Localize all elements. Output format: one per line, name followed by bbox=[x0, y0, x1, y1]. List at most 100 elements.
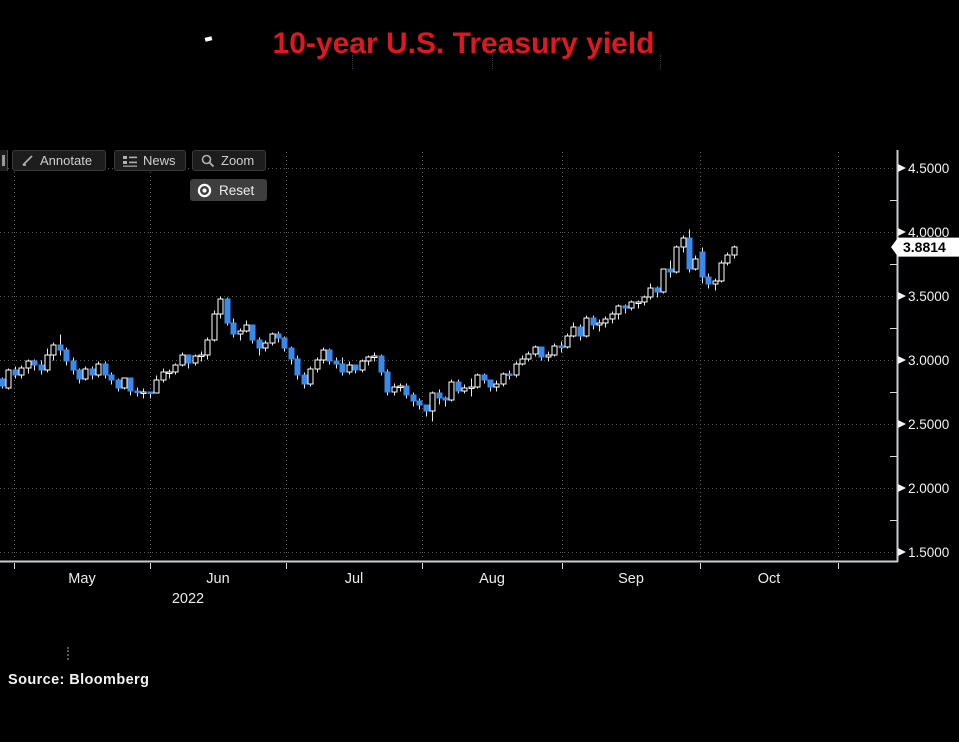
candle-down bbox=[76, 369, 83, 380]
last-price-label: 3.8814 bbox=[903, 239, 946, 255]
candle-down bbox=[326, 349, 333, 362]
candle-down bbox=[654, 287, 661, 293]
year-label: 2022 bbox=[172, 591, 204, 607]
candle-up bbox=[712, 280, 719, 285]
candle-down bbox=[705, 276, 712, 285]
annotate-label: Annotate bbox=[40, 153, 93, 168]
candle-down bbox=[63, 349, 70, 362]
candle-up bbox=[583, 317, 590, 337]
candle-up bbox=[500, 373, 507, 385]
candle-down bbox=[378, 355, 385, 373]
y-tick-arrow bbox=[898, 228, 906, 236]
candle-up bbox=[5, 369, 12, 389]
candle-up bbox=[513, 363, 520, 376]
partial-icon bbox=[2, 155, 5, 166]
candle-up bbox=[468, 386, 475, 389]
source-attribution: Source: Bloomberg bbox=[8, 672, 150, 688]
last-price-badge bbox=[891, 237, 959, 257]
candle-down bbox=[134, 390, 141, 393]
candle-down bbox=[70, 360, 77, 371]
month-label: Sep bbox=[618, 571, 644, 587]
y-axis-label: 2.5000 bbox=[908, 417, 949, 432]
month-label: Oct bbox=[758, 571, 781, 587]
candle-down bbox=[249, 324, 256, 341]
candle-up bbox=[461, 387, 468, 392]
candle-up bbox=[217, 298, 224, 315]
zoom-button[interactable]: Zoom bbox=[192, 150, 266, 171]
candle-up bbox=[391, 386, 398, 393]
candle-down bbox=[487, 379, 494, 388]
page-title: 10-year U.S. Treasury yield bbox=[272, 27, 655, 60]
candle-up bbox=[82, 368, 89, 380]
gridline-fragment bbox=[492, 55, 493, 69]
candle-up bbox=[237, 330, 244, 335]
candle-up bbox=[673, 246, 680, 273]
candle-up bbox=[641, 296, 648, 303]
candle-down bbox=[590, 317, 597, 326]
y-tick-arrow bbox=[898, 292, 906, 300]
candle-down bbox=[294, 358, 301, 376]
candle-up bbox=[204, 339, 211, 356]
annotate-button[interactable]: Annotate bbox=[12, 150, 106, 171]
candle-down bbox=[423, 404, 430, 412]
candle-down bbox=[436, 392, 443, 399]
candle-down bbox=[275, 333, 282, 339]
candle-up bbox=[50, 344, 57, 356]
y-axis-label: 1.5000 bbox=[908, 545, 949, 560]
candle-up bbox=[731, 246, 738, 256]
y-axis-label: 2.0000 bbox=[908, 481, 949, 496]
candle-down bbox=[410, 394, 417, 402]
candle-down bbox=[667, 268, 674, 273]
candle-down bbox=[89, 368, 96, 376]
candle-up bbox=[211, 313, 218, 341]
news-label: News bbox=[143, 153, 176, 168]
candle-up bbox=[307, 368, 314, 385]
candle-up bbox=[493, 383, 500, 388]
candle-up bbox=[243, 324, 250, 332]
candle-down bbox=[352, 364, 359, 371]
candle-up bbox=[429, 392, 436, 412]
month-label: Jul bbox=[345, 571, 364, 587]
candle-up bbox=[314, 359, 321, 370]
magnifier-icon bbox=[201, 154, 215, 167]
candle-down bbox=[0, 378, 6, 387]
gridline-fragment bbox=[660, 55, 661, 69]
candle-up bbox=[18, 367, 25, 376]
reset-button[interactable]: Reset bbox=[190, 179, 267, 201]
y-axis-label: 3.0000 bbox=[908, 353, 949, 368]
y-axis-label: 3.5000 bbox=[908, 289, 949, 304]
candle-up bbox=[545, 354, 552, 358]
y-axis-label: 4.0000 bbox=[908, 225, 949, 240]
candle-up bbox=[519, 358, 526, 365]
candle-down bbox=[622, 305, 629, 309]
candle-up bbox=[160, 371, 167, 381]
candle-down bbox=[506, 373, 513, 376]
candle-up bbox=[628, 301, 635, 309]
candle-up bbox=[570, 326, 577, 337]
candle-up bbox=[192, 355, 199, 364]
candle-down bbox=[442, 397, 449, 401]
candle-down bbox=[333, 360, 340, 365]
candle-down bbox=[108, 374, 115, 381]
pencil-icon bbox=[22, 155, 33, 166]
candle-up bbox=[680, 237, 687, 248]
candle-up bbox=[95, 363, 102, 376]
candle-up bbox=[25, 360, 32, 369]
candle-up bbox=[564, 335, 571, 348]
candle-up bbox=[724, 254, 731, 264]
candle-up bbox=[551, 345, 558, 356]
candle-down bbox=[256, 339, 263, 349]
news-button[interactable]: News bbox=[114, 150, 186, 171]
toolbar-partial-button[interactable] bbox=[0, 150, 8, 171]
candle-up bbox=[718, 262, 725, 282]
candle-up bbox=[448, 381, 455, 401]
y-axis-label: 4.5000 bbox=[908, 161, 949, 176]
candle-down bbox=[12, 369, 19, 376]
zoom-label: Zoom bbox=[221, 153, 255, 168]
candle-down bbox=[230, 322, 237, 335]
news-list-icon bbox=[123, 155, 137, 167]
candle-down bbox=[185, 354, 192, 364]
candle-down bbox=[384, 371, 391, 393]
